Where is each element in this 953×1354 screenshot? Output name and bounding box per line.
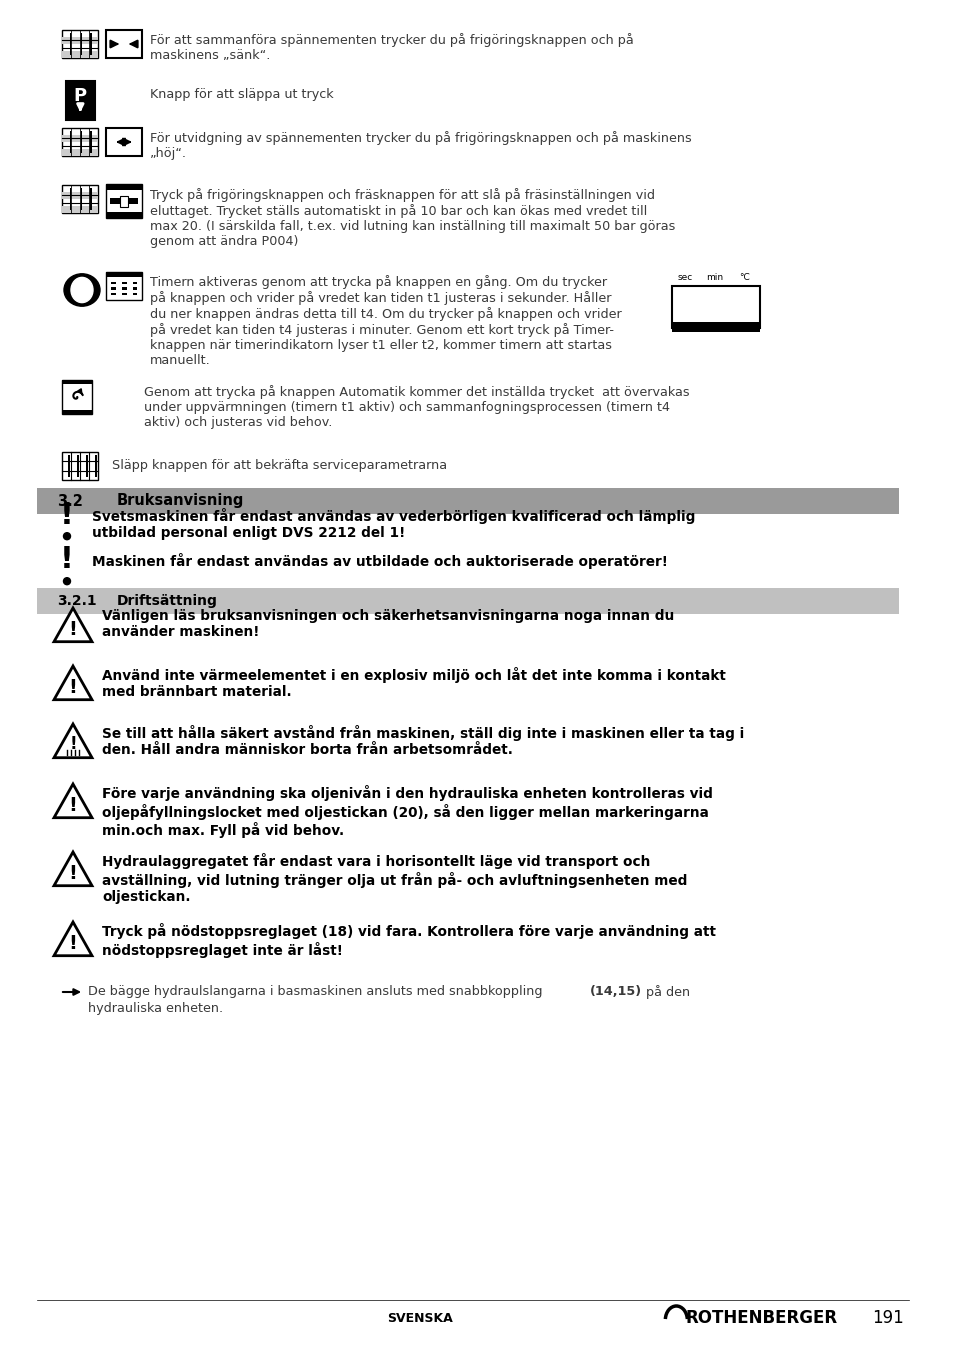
- Text: !: !: [60, 501, 74, 529]
- Bar: [119, 196, 129, 207]
- Text: Knapp för att släppa ut tryck: Knapp för att släppa ut tryck: [150, 88, 334, 102]
- Bar: [112, 287, 115, 290]
- Text: Driftsättning: Driftsättning: [117, 594, 217, 608]
- Bar: [112, 292, 115, 295]
- Polygon shape: [54, 608, 91, 642]
- Text: Svetsmaskinen får endast användas av vederbörligen kvalificerad och lämplig
utbi: Svetsmaskinen får endast användas av ved…: [91, 508, 695, 540]
- Text: (14,15): (14,15): [589, 984, 641, 998]
- Bar: [62, 452, 98, 481]
- Bar: [122, 287, 127, 290]
- Polygon shape: [54, 724, 91, 758]
- Text: Tryck på frigöringsknappen och fräsknappen för att slå på fräsinställningen vid
: Tryck på frigöringsknappen och fräsknapp…: [150, 188, 675, 248]
- Bar: [62, 51, 98, 58]
- Bar: [106, 184, 142, 218]
- Text: min: min: [706, 274, 722, 283]
- Bar: [90, 188, 91, 210]
- Text: °C: °C: [739, 274, 750, 283]
- Bar: [106, 272, 142, 301]
- Bar: [62, 30, 98, 58]
- Bar: [62, 129, 98, 156]
- Bar: [112, 282, 115, 284]
- Polygon shape: [54, 784, 91, 818]
- Bar: [37, 487, 898, 515]
- Bar: [62, 380, 91, 385]
- Bar: [62, 37, 98, 43]
- Bar: [70, 188, 71, 210]
- Polygon shape: [54, 666, 91, 700]
- Text: Före varje användning ska oljenivån i den hydrauliska enheten kontrolleras vid
o: Före varje användning ska oljenivån i de…: [102, 785, 712, 838]
- Text: !: !: [70, 735, 77, 753]
- Text: P: P: [73, 87, 87, 104]
- Bar: [122, 282, 127, 284]
- Bar: [132, 282, 137, 284]
- Bar: [132, 287, 137, 290]
- Text: Maskinen får endast användas av utbildade och auktoriserade operatörer!: Maskinen får endast användas av utbildad…: [91, 552, 667, 569]
- Text: !: !: [60, 546, 74, 574]
- Text: !: !: [69, 620, 77, 639]
- Bar: [132, 292, 137, 295]
- Ellipse shape: [71, 278, 92, 302]
- Bar: [37, 588, 898, 613]
- Text: 3.2.1: 3.2.1: [57, 594, 96, 608]
- Bar: [62, 135, 98, 142]
- Bar: [69, 455, 70, 477]
- Bar: [81, 188, 82, 210]
- Bar: [62, 380, 91, 413]
- Bar: [70, 32, 71, 56]
- Text: Tryck på nödstoppsreglaget (18) vid fara. Kontrollera före varje användning att
: Tryck på nödstoppsreglaget (18) vid fara…: [102, 923, 716, 957]
- Text: !: !: [69, 677, 77, 696]
- Bar: [62, 149, 98, 156]
- Bar: [87, 455, 88, 477]
- Polygon shape: [54, 922, 91, 956]
- Text: Genom att trycka på knappen Automatik kommer det inställda trycket  att övervaka: Genom att trycka på knappen Automatik ko…: [143, 385, 688, 429]
- Text: Timern aktiveras genom att trycka på knappen en gång. Om du trycker
på knappen o: Timern aktiveras genom att trycka på kna…: [150, 275, 621, 367]
- Bar: [106, 211, 142, 218]
- Bar: [671, 322, 760, 332]
- Text: !: !: [69, 934, 77, 953]
- Text: Se till att hålla säkert avstånd från maskinen, ställ dig inte i maskinen eller : Se till att hålla säkert avstånd från ma…: [102, 724, 743, 757]
- Text: 191: 191: [871, 1309, 903, 1327]
- Bar: [81, 32, 82, 56]
- Bar: [106, 129, 142, 156]
- Bar: [106, 30, 142, 58]
- Text: Vänligen läs bruksanvisningen och säkerhetsanvisningarna noga innan du
använder : Vänligen läs bruksanvisningen och säkerh…: [102, 609, 674, 639]
- Text: Bruksanvisning: Bruksanvisning: [117, 493, 244, 509]
- Text: 3.2: 3.2: [57, 493, 83, 509]
- Text: För utvidgning av spännementen trycker du på frigöringsknappen och på maskinens
: För utvidgning av spännementen trycker d…: [150, 131, 691, 160]
- Bar: [66, 81, 95, 119]
- Bar: [62, 185, 98, 213]
- Bar: [90, 32, 91, 56]
- Bar: [70, 131, 71, 153]
- Text: hydrauliska enheten.: hydrauliska enheten.: [88, 1002, 223, 1016]
- Bar: [81, 131, 82, 153]
- Bar: [106, 272, 142, 278]
- Text: ROTHENBERGER: ROTHENBERGER: [684, 1309, 837, 1327]
- Bar: [62, 206, 98, 213]
- Bar: [77, 455, 79, 477]
- Bar: [62, 192, 98, 199]
- Text: !: !: [69, 864, 77, 883]
- Text: Hydraulaggregatet får endast vara i horisontellt läge vid transport och
avställn: Hydraulaggregatet får endast vara i hori…: [102, 853, 687, 904]
- Bar: [122, 292, 127, 295]
- Text: !: !: [69, 796, 77, 815]
- Bar: [671, 286, 760, 328]
- Ellipse shape: [64, 274, 100, 306]
- Polygon shape: [54, 852, 91, 886]
- Circle shape: [64, 578, 71, 585]
- Circle shape: [64, 532, 71, 540]
- Text: För att sammanföra spännementen trycker du på frigöringsknappen och på
maskinens: För att sammanföra spännementen trycker …: [150, 32, 633, 62]
- Bar: [95, 455, 97, 477]
- Text: sec: sec: [677, 274, 692, 283]
- Text: Släpp knappen för att bekräfta serviceparametrarna: Släpp knappen för att bekräfta servicepa…: [112, 459, 447, 473]
- Text: på den: på den: [641, 984, 689, 999]
- Bar: [62, 409, 91, 413]
- Text: De bägge hydraulslangarna i basmaskinen ansluts med snabbkoppling: De bägge hydraulslangarna i basmaskinen …: [88, 984, 546, 998]
- Bar: [110, 198, 138, 204]
- Bar: [106, 184, 142, 190]
- Text: Använd inte värmeelementet i en explosiv miljö och låt det inte komma i kontakt
: Använd inte värmeelementet i en explosiv…: [102, 668, 725, 699]
- Text: SVENSKA: SVENSKA: [387, 1312, 452, 1324]
- Bar: [90, 131, 91, 153]
